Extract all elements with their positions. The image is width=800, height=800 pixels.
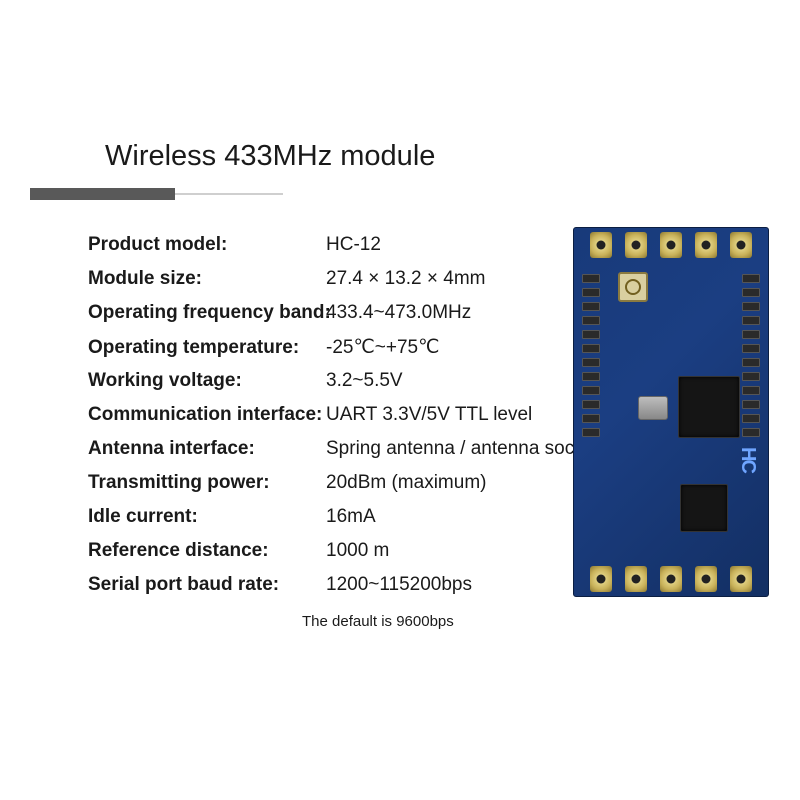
spec-label: Module size:	[88, 268, 326, 290]
spec-row: Antenna interface: Spring antenna / ante…	[88, 438, 600, 472]
pcb-pad	[730, 566, 752, 592]
spec-value: HC-12	[326, 234, 381, 256]
spec-label: Product model:	[88, 234, 326, 256]
spec-label: Idle current:	[88, 506, 326, 528]
title-underline-dark	[30, 188, 175, 200]
spec-label: Operating temperature:	[88, 337, 326, 359]
pcb-pad	[695, 566, 717, 592]
pcb-smd-left	[582, 274, 600, 437]
spec-value: 20dBm (maximum)	[326, 472, 486, 494]
pcb-pad	[660, 566, 682, 592]
spec-value: 27.4 × 13.2 × 4mm	[326, 268, 486, 290]
pcb-module-image: HC	[573, 227, 769, 597]
pcb-pads-top	[574, 232, 768, 258]
spec-label: Reference distance:	[88, 540, 326, 562]
spec-value: 1000 m	[326, 540, 389, 562]
pcb-pad	[590, 232, 612, 258]
spec-value: 16mA	[326, 506, 376, 528]
spec-row: Communication interface: UART 3.3V/5V TT…	[88, 404, 600, 438]
pcb-smd-right	[742, 274, 760, 437]
spec-row: Product model: HC-12	[88, 234, 600, 268]
spec-value: Spring antenna / antenna socket	[326, 438, 600, 460]
spec-value: 3.2~5.5V	[326, 370, 403, 392]
spec-row: Operating temperature: -25℃~+75℃	[88, 336, 600, 370]
baud-default-note: The default is 9600bps	[302, 613, 454, 630]
spec-label: Operating frequency band:	[88, 302, 326, 324]
pcb-mcu-chip	[678, 376, 740, 438]
pcb-ufl-connector	[618, 272, 648, 302]
spec-label: Serial port baud rate:	[88, 574, 326, 596]
spec-row: Module size: 27.4 × 13.2 × 4mm	[88, 268, 600, 302]
pcb-logo-text: HC	[736, 447, 759, 472]
spec-row: Transmitting power: 20dBm (maximum)	[88, 472, 600, 506]
pcb-pad	[590, 566, 612, 592]
spec-row: Operating frequency band: 433.4~473.0MHz	[88, 302, 600, 336]
pcb-crystal	[638, 396, 668, 420]
spec-label: Working voltage:	[88, 370, 326, 392]
spec-value: -25℃~+75℃	[326, 336, 439, 359]
pcb-pad	[625, 566, 647, 592]
spec-table: Product model: HC-12 Module size: 27.4 ×…	[88, 234, 600, 608]
spec-value: 433.4~473.0MHz	[326, 302, 471, 324]
spec-row: Reference distance: 1000 m	[88, 540, 600, 574]
title-underline-light	[175, 193, 283, 195]
pcb-pad	[625, 232, 647, 258]
spec-row: Idle current: 16mA	[88, 506, 600, 540]
spec-value: 1200~115200bps	[326, 574, 472, 596]
spec-label: Antenna interface:	[88, 438, 326, 460]
spec-label: Communication interface:	[88, 404, 326, 426]
pcb-pad	[660, 232, 682, 258]
page-title: Wireless 433MHz module	[105, 140, 435, 173]
pcb-pads-bottom	[574, 566, 768, 592]
spec-value: UART 3.3V/5V TTL level	[326, 404, 532, 426]
spec-row: Serial port baud rate: 1200~115200bps	[88, 574, 600, 608]
pcb-pad	[730, 232, 752, 258]
spec-row: Working voltage: 3.2~5.5V	[88, 370, 600, 404]
pcb-pad	[695, 232, 717, 258]
pcb-rf-chip	[680, 484, 728, 532]
spec-label: Transmitting power:	[88, 472, 326, 494]
